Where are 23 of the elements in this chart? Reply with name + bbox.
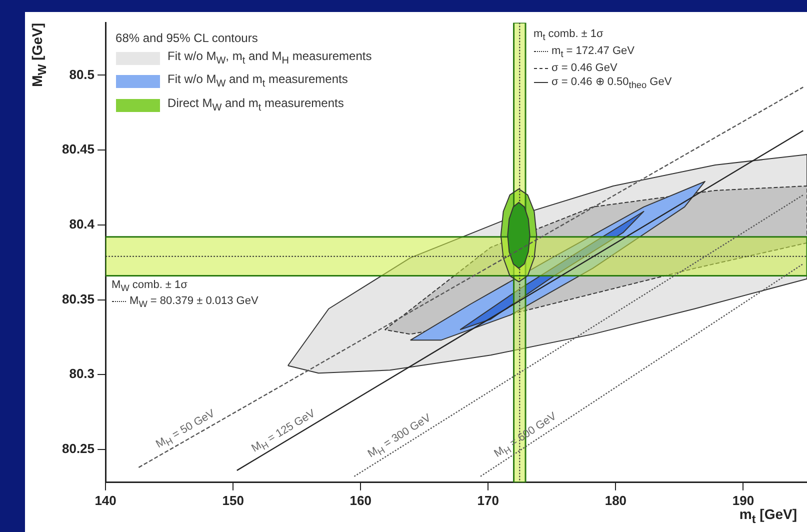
x-tick-label: 160: [350, 492, 372, 508]
x-tick-label: 140: [94, 492, 116, 508]
legend-label: Direct M$_{W}$ and m$_{t}$ measurements: [168, 94, 344, 115]
legend-label: Fit w/o M$_{W}$, m$_{t}$ and M$_{H}$ measurements: [168, 48, 372, 68]
y-tick-label: 80.4: [69, 216, 96, 232]
legend-label: M$_{W}$ = 80.379 ± 0.013 GeV: [130, 294, 258, 310]
y-tick-label: 80.25: [62, 441, 95, 456]
legend-label: Fit w/o M$_{W}$ and m$_{t}$ measurements: [168, 71, 348, 92]
annotation: σ = 0.46 GeV: [552, 62, 618, 74]
x-axis-title: m$_{t}$ [GeV]: [739, 506, 797, 526]
y-tick-label: 80.5: [69, 66, 95, 82]
y-tick-label: 80.35: [62, 291, 95, 306]
ref-line-label: m$_{t}$ = 172.47 GeV: [552, 44, 634, 60]
x-tick-label: 190: [732, 492, 754, 508]
x-tick-label: 150: [222, 492, 244, 508]
band-label: M$_{W}$ comb. ± 1σ: [112, 278, 188, 295]
y-tick-label: 80.45: [62, 142, 95, 157]
band-label: m$_{t}$ comb. ± 1σ: [534, 26, 604, 44]
x-tick-label: 180: [604, 492, 627, 508]
y-tick-label: 80.3: [69, 366, 95, 382]
annotation: σ = 0.46 ⊕ 0.50$_{theo}$ GeV: [552, 76, 672, 90]
x-tick-label: 170: [477, 492, 499, 508]
legend-title: 68% and 95% CL contours: [116, 30, 259, 47]
